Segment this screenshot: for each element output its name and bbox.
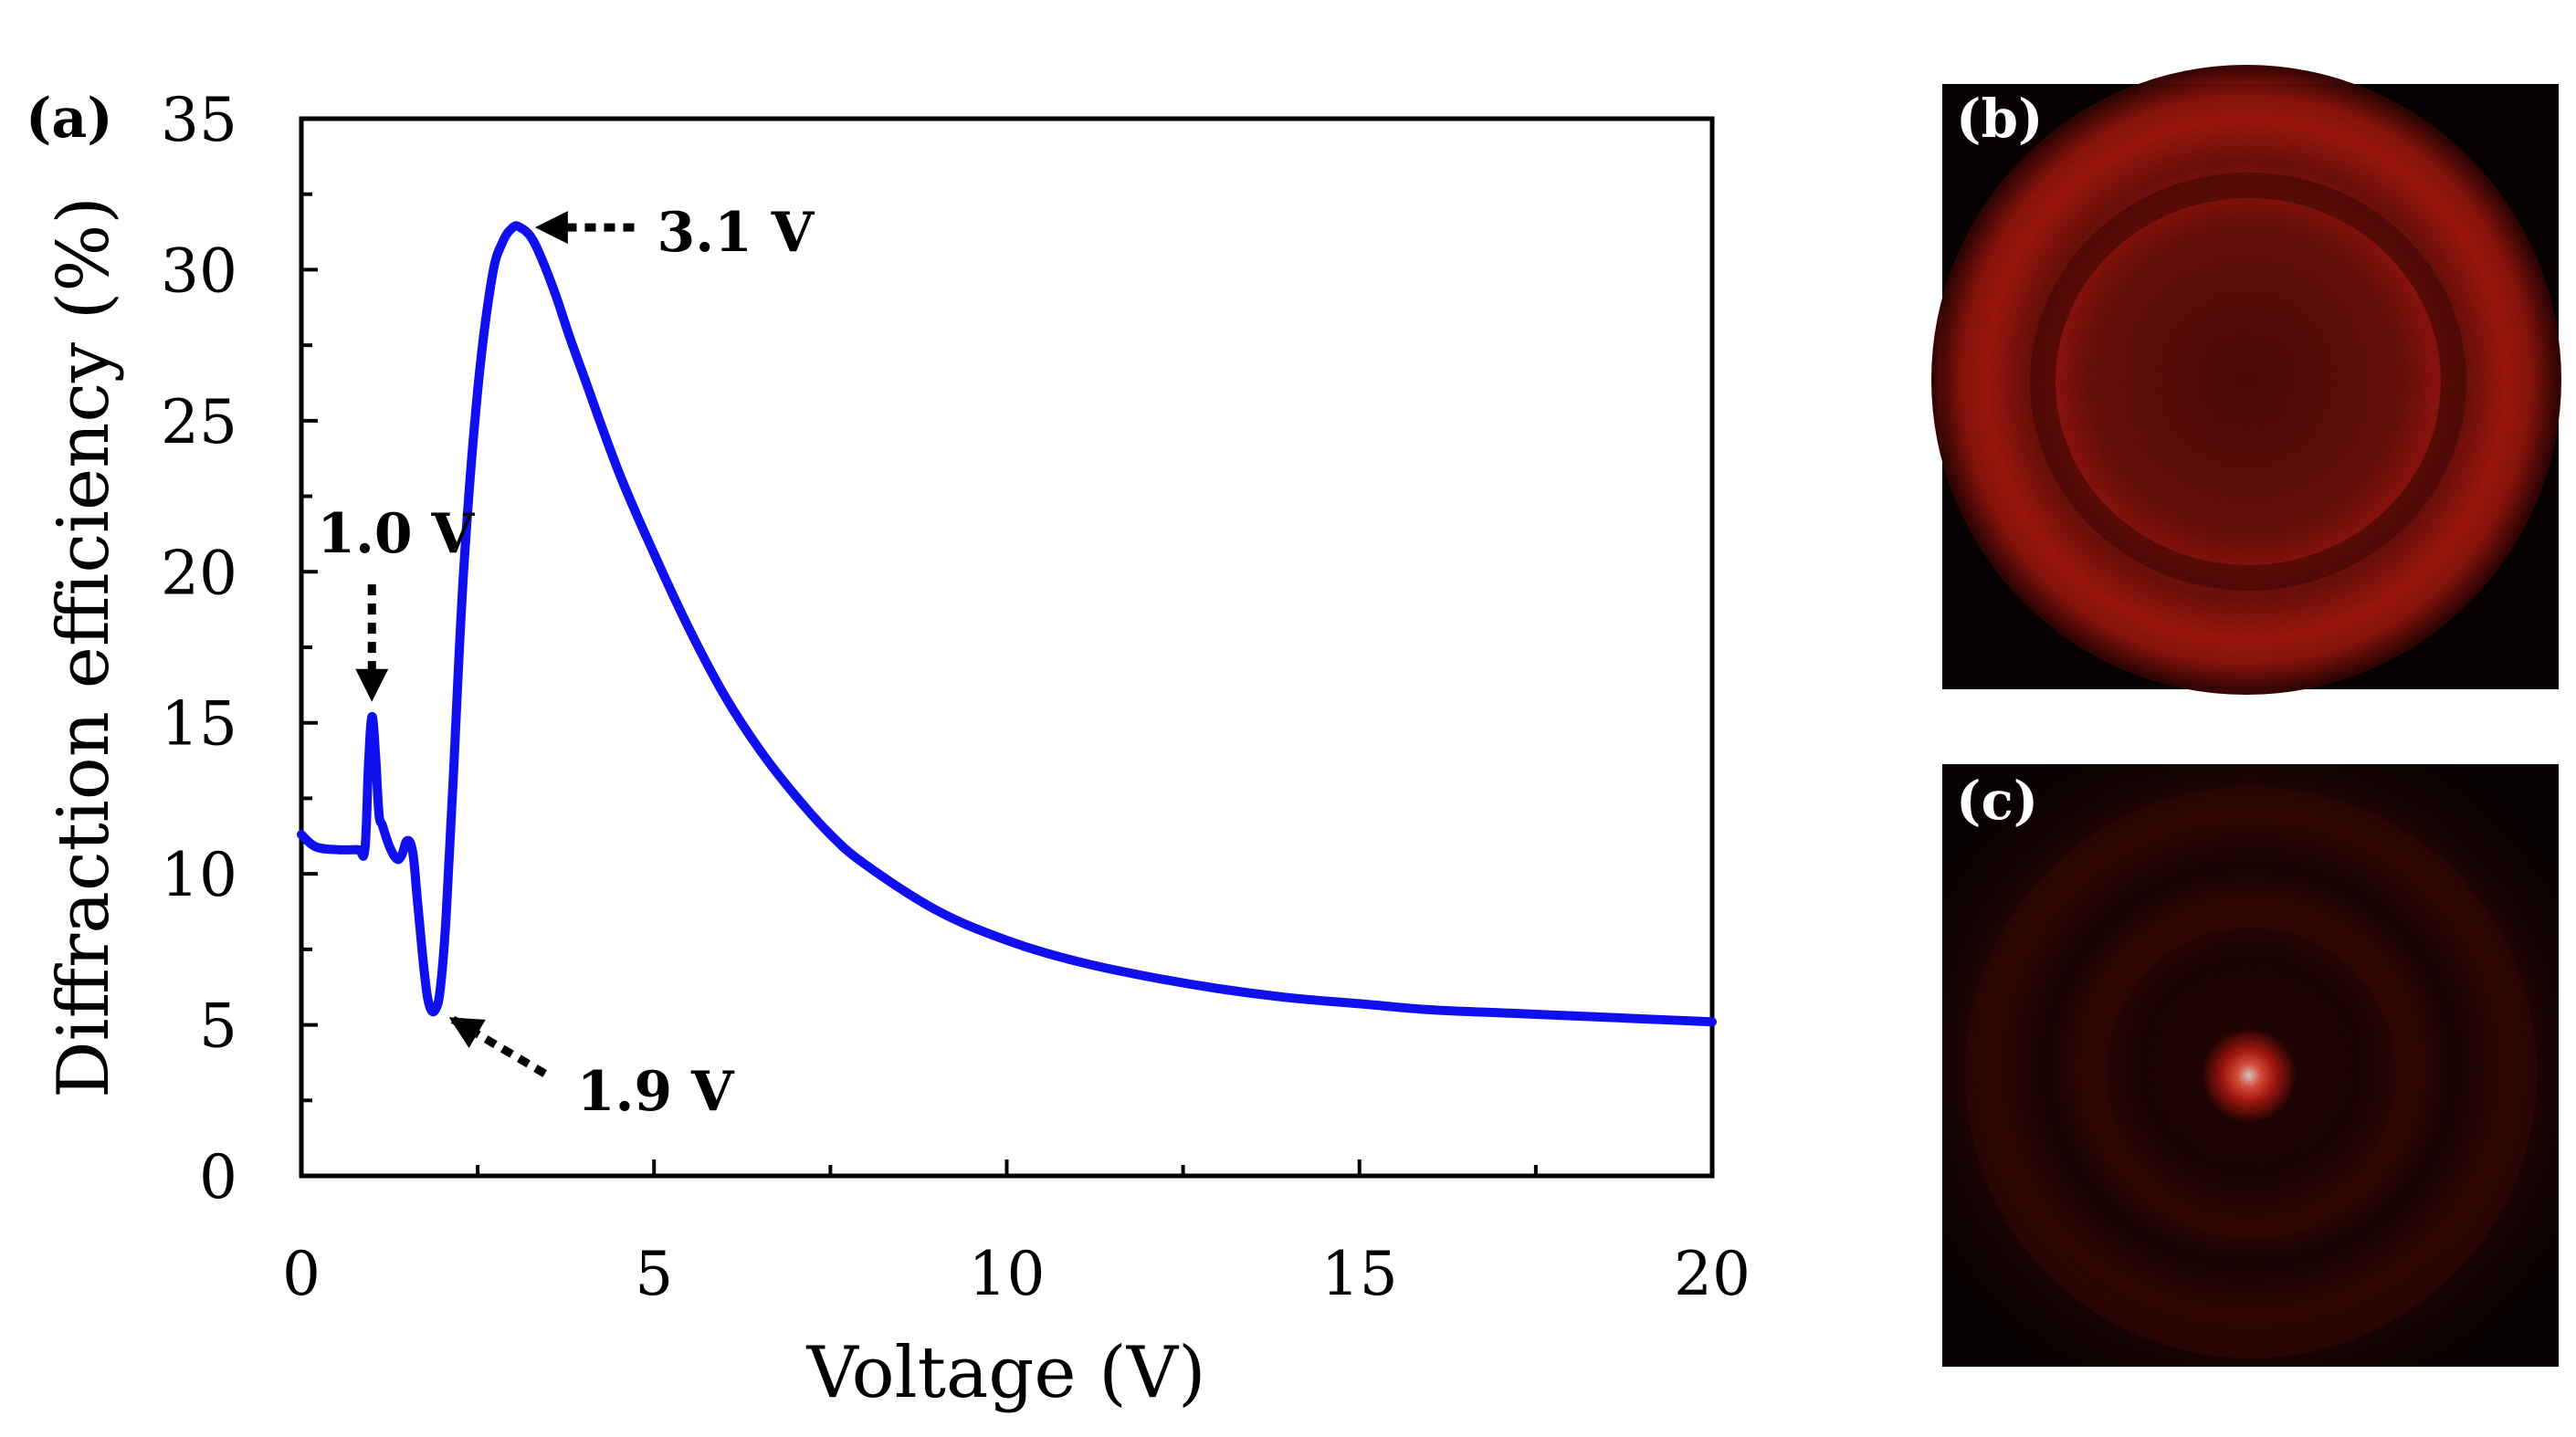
annotations: 3.1 V 1.0 V 1.9 V (317, 201, 815, 1124)
y-axis-tick-labels: 0 5 10 15 20 25 30 35 (161, 85, 237, 1212)
image-panel-c: (c) (1942, 764, 2559, 1367)
y-tick-label: 15 (161, 689, 237, 760)
y-tick-label: 5 (199, 991, 237, 1062)
x-tick-label: 15 (1321, 1239, 1398, 1309)
series-line (297, 221, 1717, 1027)
annotation-label: 1.0 V (317, 502, 475, 566)
x-axis-label: Voltage (V) (806, 1332, 1206, 1414)
series-layer (297, 221, 1717, 1027)
image-panel-b: (b) (1931, 65, 2561, 695)
image-c-noise (1942, 764, 2559, 1367)
y-tick-label: 30 (161, 236, 237, 306)
image-b-noise (1942, 84, 2559, 689)
panel-label-c: (c) (1956, 770, 2038, 832)
x-tick-label: 20 (1674, 1239, 1751, 1309)
y-tick-label: 10 (161, 840, 237, 910)
panel-label-a: (a) (26, 87, 113, 151)
y-tick-label: 25 (161, 387, 237, 457)
x-tick-label: 10 (969, 1239, 1046, 1309)
y-axis-ticks (301, 117, 318, 1178)
annotation-arrow (448, 1015, 548, 1077)
x-tick-label: 5 (635, 1239, 673, 1309)
y-axis-label: Diffraction efficiency (%) (43, 196, 125, 1098)
annotation-label: 3.1 V (657, 201, 815, 265)
panel-label-b: (b) (1956, 88, 2043, 150)
y-tick-label: 20 (161, 538, 237, 608)
chart-panel-a: (a) 0 5 10 15 20 25 30 35 0 5 10 15 20 Diffraction … (26, 85, 1751, 1414)
x-tick-label: 0 (282, 1239, 321, 1309)
x-axis-ticks (300, 1159, 1714, 1176)
x-axis-tick-labels: 0 5 10 15 20 (282, 1239, 1751, 1309)
y-tick-label: 35 (161, 85, 237, 155)
annotation-label: 1.9 V (577, 1060, 735, 1124)
y-tick-label: 0 (199, 1142, 237, 1212)
